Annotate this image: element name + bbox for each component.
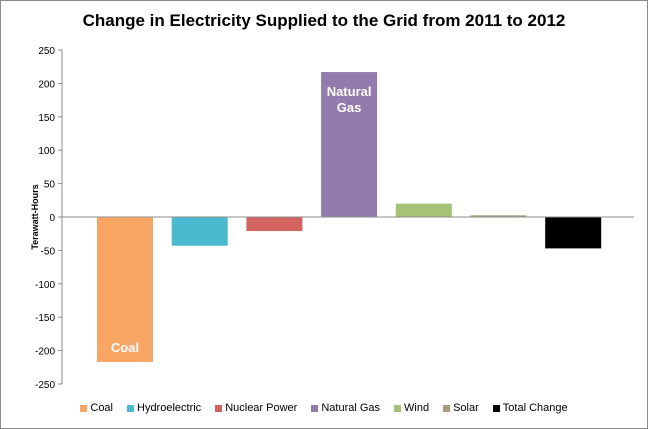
bar-label: Natural Gas (327, 84, 372, 115)
legend-item: Coal (80, 402, 113, 414)
legend-label: Solar (453, 402, 479, 414)
y-tick-label: 100 (38, 146, 55, 157)
bar-label: Coal (111, 340, 139, 355)
legend-item: Wind (394, 402, 429, 414)
chart-title: Change in Electricity Supplied to the Gr… (82, 11, 566, 30)
legend-label: Wind (404, 402, 430, 414)
y-tick-label: -50 (41, 246, 56, 257)
legend-swatch (80, 404, 88, 412)
y-tick-label: -150 (35, 313, 55, 324)
bar-nuclear-power (246, 217, 303, 232)
y-tick-label: -200 (35, 347, 55, 358)
bar-wind (395, 203, 452, 217)
y-tick-label: 250 (38, 46, 55, 57)
legend-item: Hydroelectric (127, 402, 201, 414)
y-tick-label: -250 (35, 380, 55, 391)
y-tick-label: 0 (49, 213, 55, 224)
legend: Coal Hydroelectric Nuclear Power Natural Ga… (1, 402, 647, 414)
legend-label: Coal (90, 402, 113, 414)
bar-coal (97, 217, 153, 362)
y-tick-label: 150 (38, 113, 55, 124)
legend-swatch (492, 404, 500, 412)
legend-label: Total Change (502, 402, 568, 414)
y-axis-label: Terawatt-Hours (30, 184, 40, 249)
legend-label: Hydroelectric (137, 402, 202, 414)
bar-natural-gas (321, 72, 378, 217)
legend-label: Natural Gas (321, 402, 381, 414)
legend-swatch (311, 404, 319, 412)
y-tick-label: 200 (38, 79, 55, 90)
legend-item: Nuclear Power (215, 402, 297, 414)
bar-hydroelectric (171, 217, 228, 246)
legend-item: Solar (443, 402, 479, 414)
legend-swatch (394, 404, 402, 412)
legend-swatch (127, 404, 134, 412)
bar-total-change (545, 217, 602, 249)
legend-label: Nuclear Power (225, 402, 298, 414)
legend-swatch (443, 404, 451, 412)
bar-solar (470, 215, 527, 217)
legend-item: Total Change (492, 402, 568, 414)
legend-swatch (215, 404, 223, 412)
y-tick-label: 50 (44, 180, 56, 191)
legend-item: Natural Gas (311, 402, 380, 414)
y-tick-label: -100 (35, 280, 55, 291)
